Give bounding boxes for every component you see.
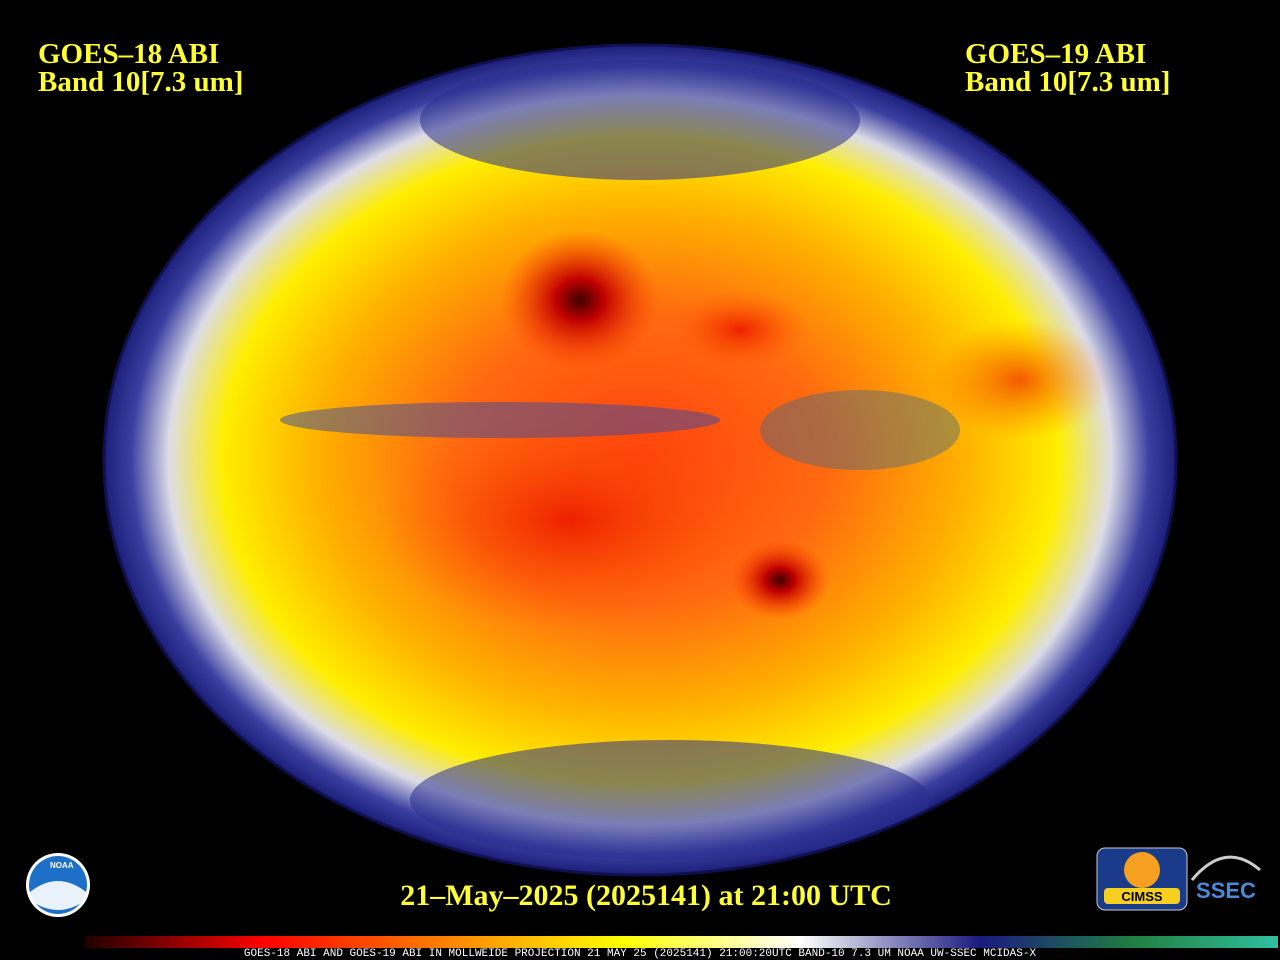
color-bar <box>85 936 1278 948</box>
noaa-logo: NOAA <box>26 853 90 917</box>
satellite-image <box>102 43 1178 877</box>
left-satellite: GOES–18 ABI <box>38 38 219 70</box>
timestamp: 21–May–2025 (2025141) at 21:00 UTC <box>400 879 892 912</box>
right-band: Band 10[7.3 um] <box>965 66 1170 98</box>
cimss-logo: CIMSS <box>1096 847 1188 911</box>
ssec-logo: SSEC <box>1190 855 1261 903</box>
right-satellite: GOES–19 ABI <box>965 38 1146 70</box>
cimss-text: CIMSS <box>1121 889 1163 904</box>
features <box>280 60 1110 860</box>
left-band: Band 10[7.3 um] <box>38 66 243 98</box>
noaa-text: NOAA <box>50 861 74 870</box>
ssec-text: SSEC <box>1196 878 1256 903</box>
footer: GOES-18 ABI AND GOES-19 ABI IN MOLLWEIDE… <box>244 948 1037 960</box>
